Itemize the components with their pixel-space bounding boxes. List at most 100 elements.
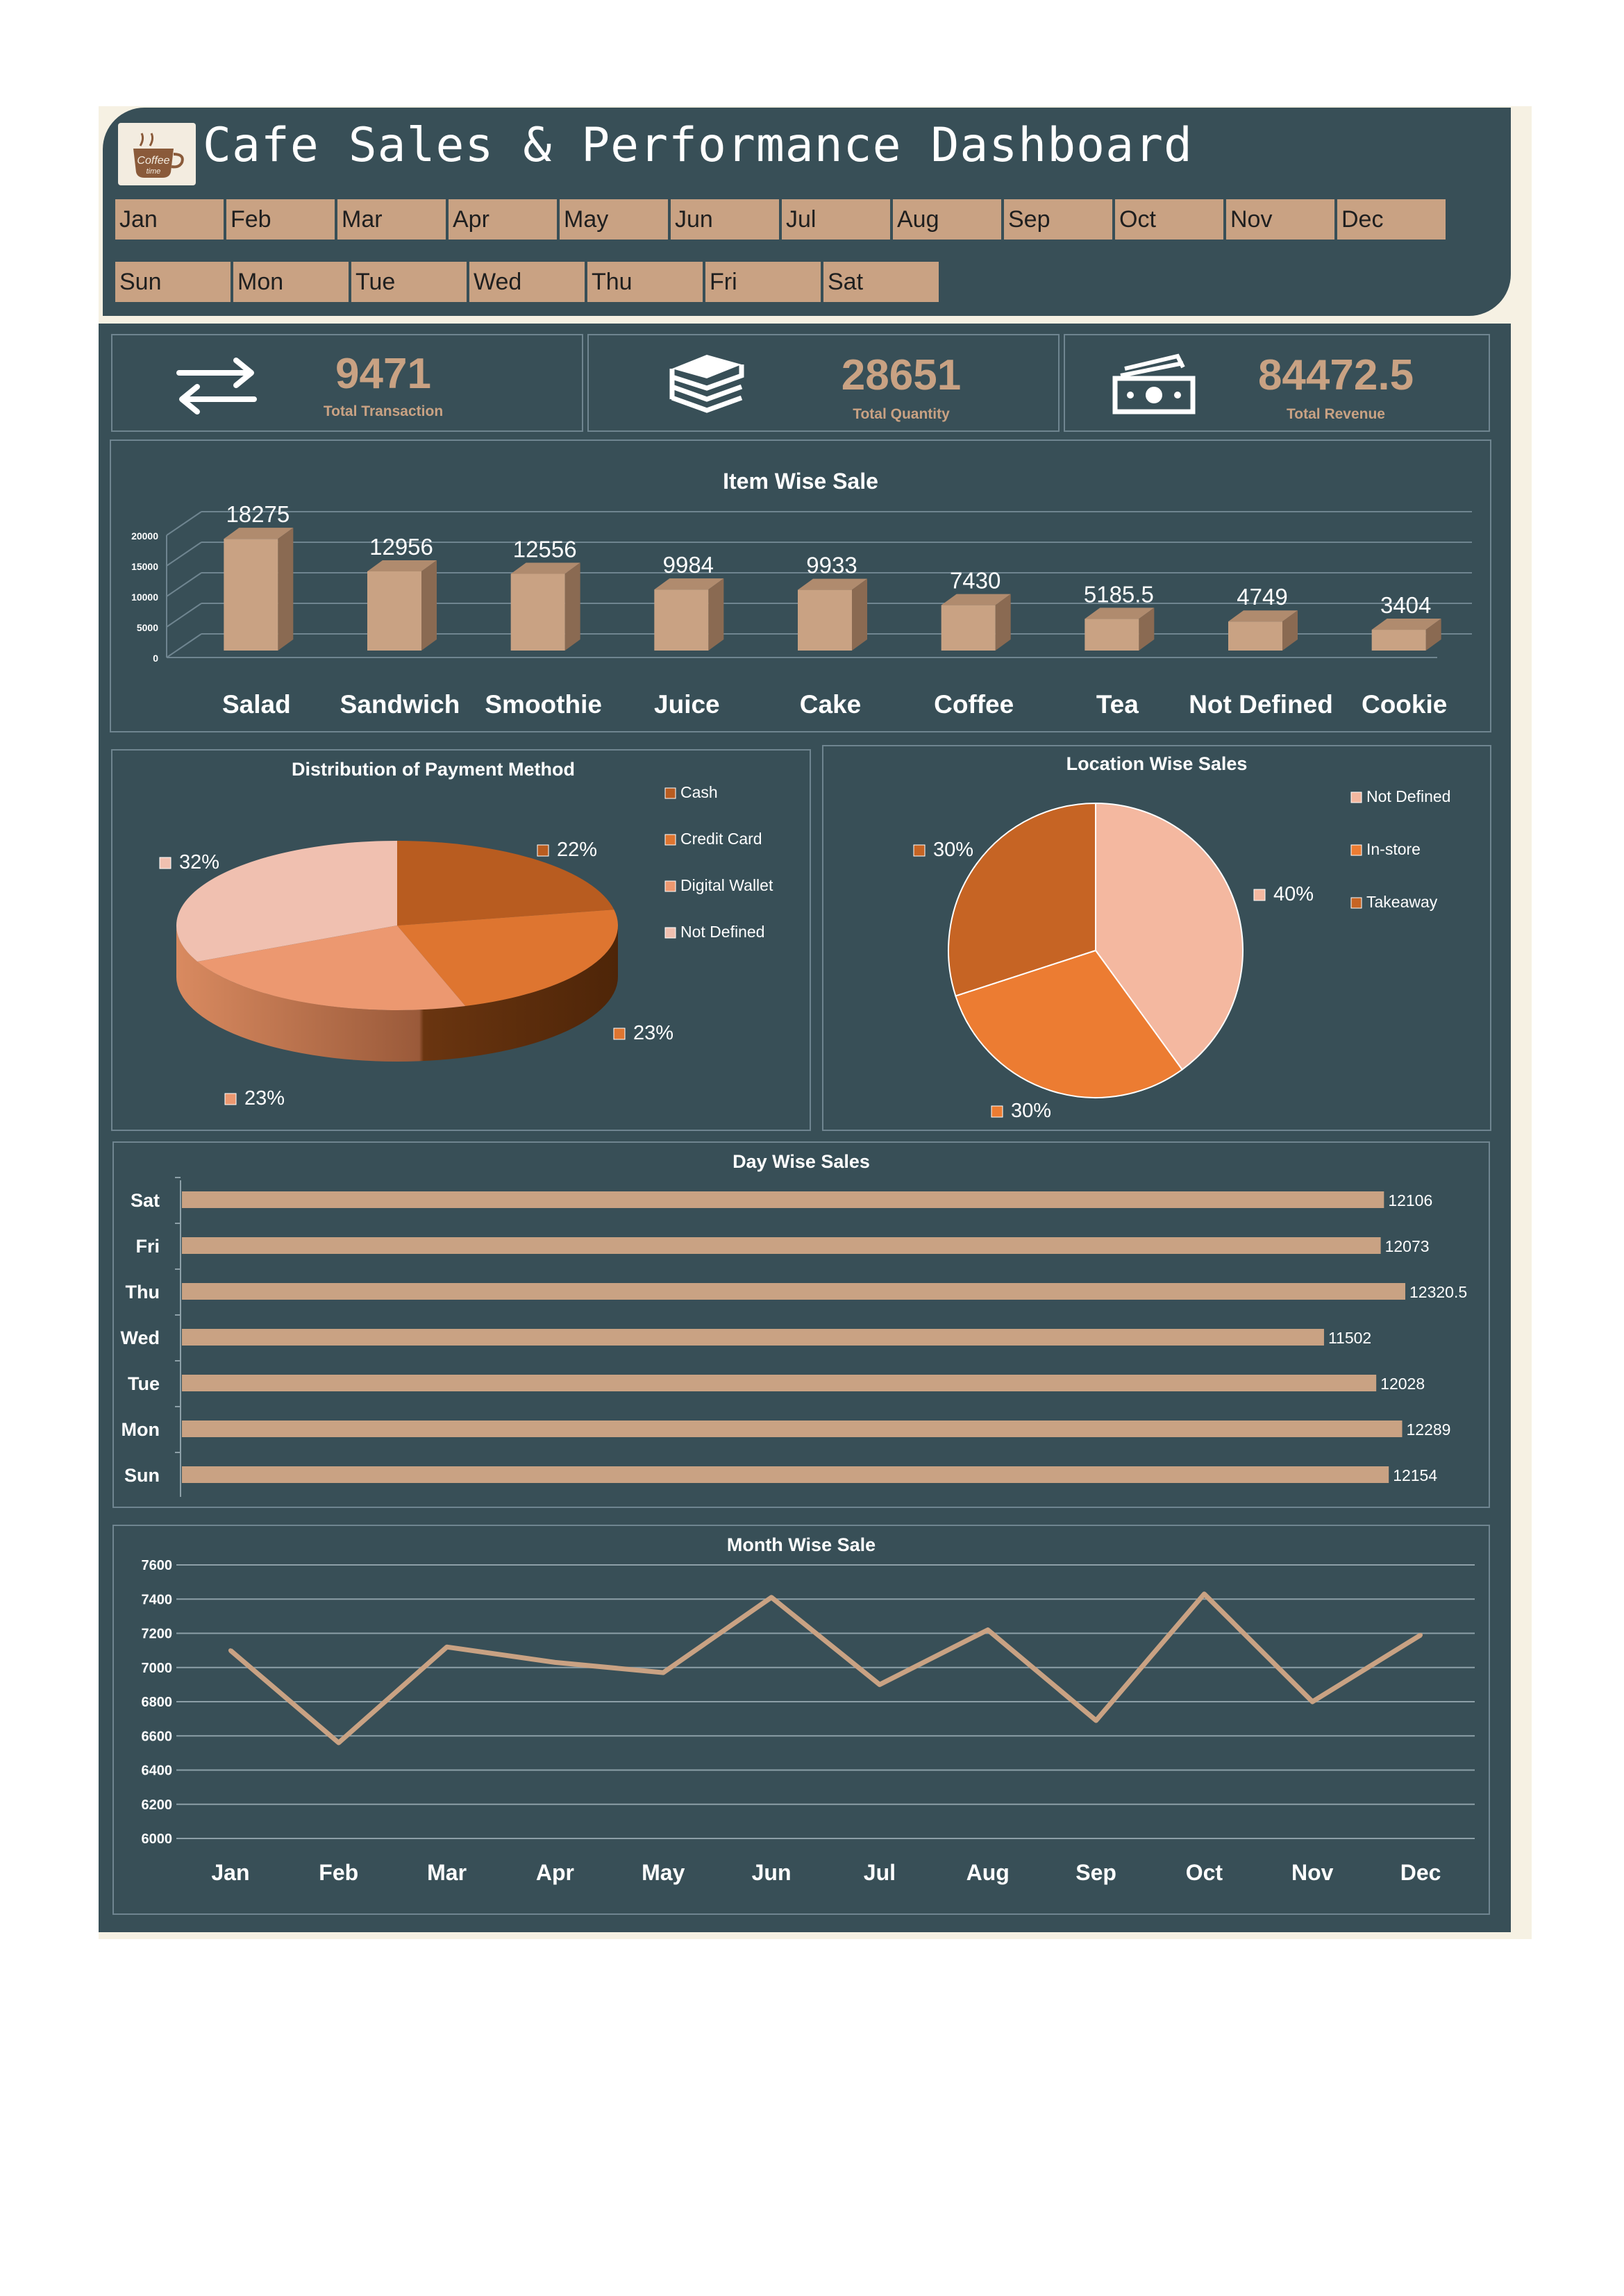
- bar-side: [564, 562, 580, 651]
- gridline-depth: [166, 633, 202, 658]
- data-point: [1202, 1591, 1207, 1596]
- bar-tea: [1085, 607, 1155, 651]
- data-point: [1094, 1718, 1098, 1723]
- day-slicer-sat[interactable]: Sat: [822, 260, 940, 303]
- day-slicer-fri[interactable]: Fri: [704, 260, 822, 303]
- kpi-value: 28651: [841, 351, 962, 399]
- bar-front: [654, 589, 709, 651]
- data-label: 12320.5: [1409, 1283, 1467, 1301]
- y-tick-label: Mon: [122, 1419, 160, 1440]
- bar-side: [1139, 607, 1155, 651]
- data-label: 22%: [557, 839, 597, 861]
- chart-title: Distribution of Payment Method: [292, 759, 575, 780]
- bar-side: [995, 594, 1011, 651]
- day-slicer-mon[interactable]: Mon: [232, 260, 350, 303]
- kpi-label: Total Transaction: [323, 403, 444, 419]
- pie-side: [176, 925, 618, 1062]
- legend-marker: [664, 787, 676, 799]
- month-slicer-jan[interactable]: Jan: [114, 198, 225, 241]
- x-tick-label: Not Defined: [1189, 690, 1333, 719]
- data-label-marker: [224, 1093, 237, 1105]
- legend-marker: [664, 834, 676, 846]
- bar-sun: [182, 1466, 1389, 1483]
- data-label: 4749: [1237, 584, 1287, 610]
- y-tick-label: 6200: [142, 1798, 173, 1813]
- x-tick-label: May: [642, 1860, 685, 1885]
- bar-front: [224, 539, 278, 651]
- gridline-depth: [166, 542, 202, 567]
- arrows-exchange-icon: [176, 358, 257, 414]
- bar-top: [367, 560, 437, 571]
- x-tick-label: Apr: [536, 1860, 574, 1885]
- x-tick-label: Juice: [654, 690, 720, 719]
- data-label: 12556: [513, 537, 577, 562]
- bar-smoothie: [510, 562, 580, 651]
- bar-cake: [798, 578, 867, 651]
- day-slicer-wed[interactable]: Wed: [468, 260, 586, 303]
- legend-label: Not Defined: [1366, 787, 1450, 805]
- x-tick-label: Cake: [800, 690, 861, 719]
- data-point: [1310, 1700, 1315, 1704]
- data-point: [769, 1595, 774, 1600]
- x-tick-label: Oct: [1186, 1860, 1223, 1885]
- month-slicer-may[interactable]: May: [558, 198, 669, 241]
- day-slicer-thu[interactable]: Thu: [586, 260, 704, 303]
- bar-side: [1425, 619, 1441, 651]
- x-tick-label: Jan: [211, 1860, 249, 1885]
- payment-method-plot: 22% 23% 23% 32% Cash Credit Card Digital Walle…: [159, 783, 773, 1109]
- month-slicer-sep[interactable]: Sep: [1003, 198, 1114, 241]
- month-slicer-aug[interactable]: Aug: [891, 198, 1003, 241]
- bar-front: [941, 605, 996, 651]
- bar-sat: [182, 1191, 1384, 1208]
- payment-method-chart: Distribution of Payment Method 22% 23% 23%…: [111, 749, 811, 1131]
- kpi-value: 9471: [335, 350, 431, 398]
- data-label: 11502: [1328, 1329, 1371, 1347]
- data-label: 12154: [1393, 1466, 1437, 1484]
- books-stack-icon: [669, 355, 744, 413]
- data-label: 30%: [1011, 1100, 1051, 1122]
- month-slicer-oct[interactable]: Oct: [1114, 198, 1225, 241]
- y-tick-label: Wed: [120, 1327, 160, 1348]
- month-slicer-apr[interactable]: Apr: [447, 198, 558, 241]
- y-tick-label: 6000: [142, 1832, 173, 1847]
- month-wise-sale-plot: 6000 6200 6400 6600 6800 7000 7200 7400 7600 Jan F…: [142, 1558, 1475, 1885]
- x-tick-label: Tea: [1096, 690, 1139, 719]
- day-slicer-tue[interactable]: Tue: [350, 260, 468, 303]
- legend-label: Not Defined: [680, 923, 764, 941]
- month-slicer-jul[interactable]: Jul: [780, 198, 891, 241]
- gridline-depth: [166, 511, 202, 536]
- day-slicer-sun[interactable]: Sun: [114, 260, 232, 303]
- y-tick-label: Sat: [131, 1190, 160, 1211]
- month-slicer: Jan Feb Mar Apr May Jun Jul Aug Sep Oct Nov Dec: [114, 198, 1447, 241]
- data-label-marker: [1253, 889, 1266, 901]
- bar-front: [510, 573, 565, 651]
- x-tick-label: Jul: [864, 1860, 896, 1885]
- x-tick-label: Smoothie: [485, 690, 602, 719]
- legend-label: Credit Card: [680, 830, 762, 848]
- month-slicer-feb[interactable]: Feb: [225, 198, 336, 241]
- y-tick-label: 6600: [142, 1729, 173, 1744]
- y-tick-label: 15000: [131, 561, 158, 572]
- kpi-card-transactions: 9471 Total Transaction: [111, 334, 583, 432]
- chart-title: Item Wise Sale: [723, 469, 878, 494]
- legend-label: Takeaway: [1366, 893, 1438, 911]
- y-tick-label: Fri: [135, 1236, 160, 1257]
- x-tick-label: Nov: [1291, 1860, 1334, 1885]
- gridline-depth: [166, 603, 202, 628]
- month-slicer-mar[interactable]: Mar: [336, 198, 447, 241]
- bar-sandwich: [367, 560, 437, 651]
- data-label: 9984: [663, 552, 714, 578]
- month-slicer-nov[interactable]: Nov: [1225, 198, 1336, 241]
- y-tick-label: 7400: [142, 1592, 173, 1607]
- bar-front: [1085, 619, 1139, 651]
- data-point: [877, 1682, 882, 1687]
- bar-side: [421, 560, 437, 651]
- month-slicer-jun[interactable]: Jun: [669, 198, 780, 241]
- series-line: [228, 1591, 1422, 1745]
- month-slicer-dec[interactable]: Dec: [1336, 198, 1447, 241]
- y-tick-label: 6400: [142, 1763, 173, 1779]
- data-label: 23%: [633, 1022, 673, 1044]
- data-label-marker: [913, 844, 926, 857]
- logo-text-top: Coffee: [137, 155, 169, 167]
- coffee-cup-icon: Coffee time: [133, 133, 184, 178]
